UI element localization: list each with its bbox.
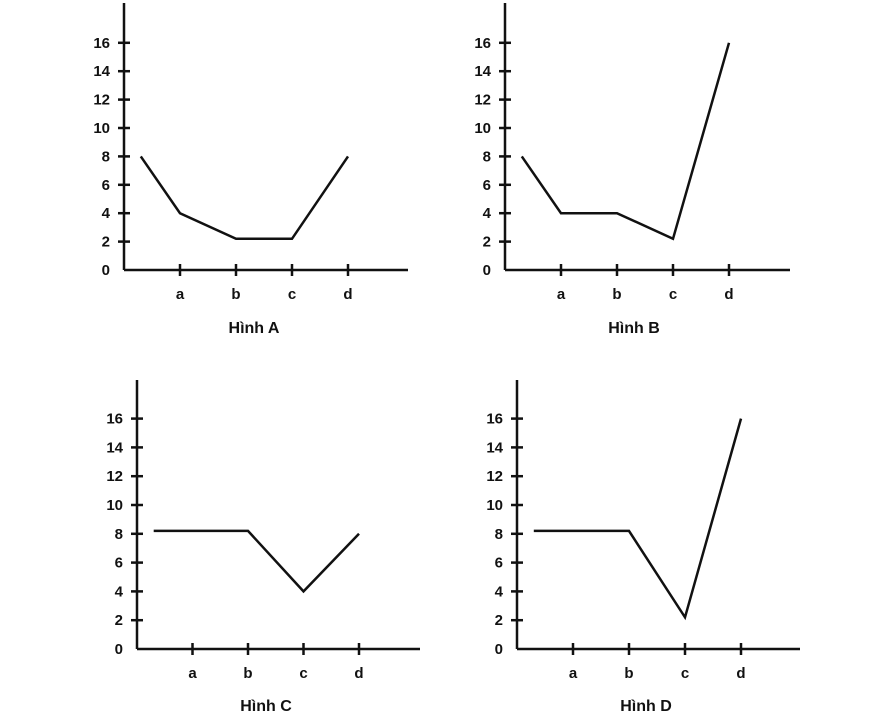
- series-line: [533, 418, 743, 621]
- x-tick-label: a: [188, 665, 197, 682]
- y-tick-label: 4: [495, 583, 504, 600]
- y-tick-label: 14: [486, 439, 503, 456]
- y-tick-label: 8: [483, 148, 491, 165]
- y-tick-label: 14: [474, 63, 491, 80]
- x-tick-label: c: [681, 665, 689, 682]
- series-line: [153, 529, 360, 594]
- chart-title: Hình D: [620, 698, 672, 712]
- chart-panel-4: 0 2 4 6 8 10 12 14 16 a b c d Hình D: [486, 380, 800, 712]
- y-tick-label: 8: [495, 526, 503, 543]
- y-tick-label: 4: [102, 205, 111, 222]
- y-tick-label: 10: [486, 497, 503, 514]
- x-tick-label: c: [299, 665, 307, 682]
- x-tick-label: c: [669, 286, 677, 303]
- x-tick-label: c: [288, 286, 296, 303]
- x-tick-label: d: [736, 665, 745, 682]
- x-tick-label: a: [176, 286, 185, 303]
- y-tick-label: 0: [483, 262, 491, 279]
- y-tick-label: 16: [474, 35, 491, 52]
- chart-title: Hình A: [229, 320, 280, 337]
- x-tick-label: b: [231, 286, 240, 303]
- series-line: [139, 155, 350, 241]
- y-tick-label: 6: [102, 177, 110, 194]
- y-tick-label: 4: [115, 583, 124, 600]
- chart-panel-3: 0 2 4 6 8 10 12 14 16 a b c d Hình C: [106, 380, 420, 712]
- x-tick-label: a: [569, 665, 578, 682]
- y-tick-label: 6: [495, 555, 503, 572]
- y-tick-label: 2: [483, 234, 491, 251]
- y-tick-label: 8: [102, 148, 110, 165]
- y-tick-label: 6: [483, 177, 491, 194]
- y-tick-label: 12: [474, 92, 491, 109]
- chart-panel-2: 0 2 4 6 8 10 12 14 16 a b c d Hình B: [474, 3, 790, 337]
- y-tick-label: 0: [495, 641, 503, 658]
- x-tick-label: a: [557, 286, 566, 303]
- y-tick-label: 12: [106, 468, 123, 485]
- x-tick-label: d: [354, 665, 363, 682]
- y-tick-label: 16: [106, 411, 123, 428]
- y-tick-label: 2: [102, 234, 110, 251]
- y-tick-label: 2: [495, 612, 503, 629]
- x-tick-label: b: [624, 665, 633, 682]
- y-tick-label: 8: [115, 526, 123, 543]
- y-tick-label: 16: [486, 411, 503, 428]
- y-tick-label: 2: [115, 612, 123, 629]
- y-tick-label: 0: [102, 262, 110, 279]
- y-tick-label: 14: [106, 439, 123, 456]
- chart-panel-1: 0 2 4 6 8 10 12 14 16 a b c d Hình A: [93, 3, 408, 337]
- x-tick-label: d: [343, 286, 352, 303]
- x-tick-label: b: [612, 286, 621, 303]
- y-tick-label: 10: [93, 120, 110, 137]
- y-tick-label: 10: [474, 120, 491, 137]
- chart-title: Hình C: [240, 698, 292, 712]
- y-tick-label: 0: [115, 641, 123, 658]
- y-tick-label: 6: [115, 555, 123, 572]
- x-tick-label: d: [724, 286, 733, 303]
- y-tick-label: 16: [93, 35, 110, 52]
- y-tick-label: 14: [93, 63, 110, 80]
- chart-title: Hình B: [608, 320, 660, 337]
- x-tick-label: b: [243, 665, 252, 682]
- y-tick-label: 4: [483, 205, 492, 222]
- y-tick-label: 12: [93, 92, 110, 109]
- y-tick-label: 12: [486, 468, 503, 485]
- y-tick-label: 10: [106, 497, 123, 514]
- series-line: [520, 42, 731, 241]
